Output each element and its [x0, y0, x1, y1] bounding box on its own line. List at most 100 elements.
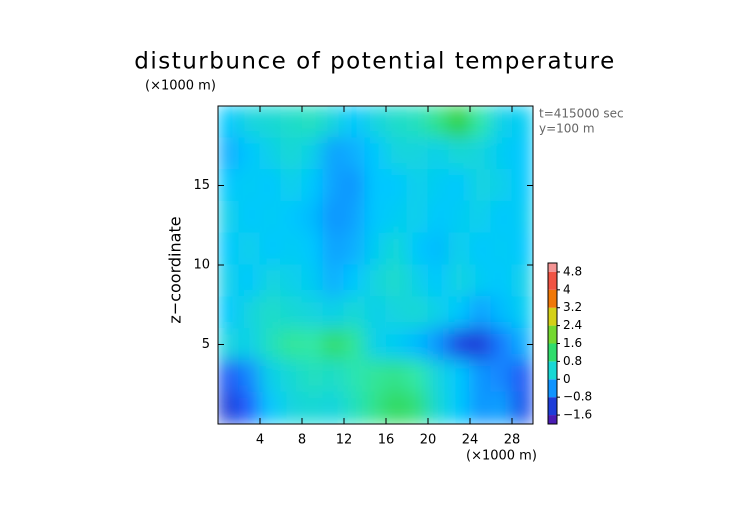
field-cell — [427, 106, 450, 139]
field-cell — [259, 200, 282, 234]
axes: 4 8 12 16 20 24 28 5 10 15 −1.6 −0.8 0 0.8 1.6 2.4 3.2 4 4… — [193, 105, 592, 448]
field-cell — [280, 328, 303, 361]
x-tick-label: 28 — [504, 433, 521, 448]
field-cell — [511, 137, 533, 171]
field-cell — [385, 391, 408, 424]
colorbar-segment — [548, 397, 557, 416]
field-cell — [343, 232, 366, 266]
field-cell — [218, 169, 240, 202]
field-cell — [364, 296, 387, 330]
field-cell — [259, 359, 282, 393]
field-cell — [238, 137, 261, 171]
field-cell — [490, 359, 513, 393]
colorbar-tick-label: 2.4 — [563, 318, 582, 332]
x-tick-label: 20 — [420, 433, 437, 448]
field-cell — [280, 264, 303, 298]
colorbar-segment — [548, 415, 557, 424]
field-cell — [343, 359, 366, 393]
field-cell — [238, 391, 261, 424]
field-cell — [469, 200, 492, 234]
field-cell — [301, 232, 324, 266]
field-cell — [280, 296, 303, 330]
field-cell — [427, 232, 450, 266]
field-cell — [406, 232, 429, 266]
field-cell — [301, 328, 324, 361]
field-cell — [301, 264, 324, 298]
x-tick-label: 12 — [336, 433, 353, 448]
field-cell — [406, 296, 429, 330]
field-cell — [259, 264, 282, 298]
field-cell — [448, 106, 471, 139]
colorbar-segment — [548, 361, 557, 380]
field-cell — [301, 200, 324, 234]
field-cell — [238, 169, 261, 202]
field-cell — [511, 296, 533, 330]
field-cell — [259, 391, 282, 424]
field-cell — [385, 169, 408, 202]
field-cell — [427, 264, 450, 298]
field-cell — [511, 328, 533, 361]
field-cell — [406, 200, 429, 234]
field-cell — [511, 359, 533, 393]
field-cell — [218, 359, 240, 393]
field-cell — [406, 391, 429, 424]
field-cell — [385, 137, 408, 171]
field-cell — [322, 106, 345, 139]
field-cell — [259, 169, 282, 202]
field-cell — [469, 296, 492, 330]
colorbar-tick-label: 4.8 — [563, 264, 582, 278]
field-cell — [490, 328, 513, 361]
colorbar-tick-label: 3.2 — [563, 300, 582, 314]
annotation: y=100 m — [539, 122, 595, 136]
field-cell — [406, 264, 429, 298]
field-cell — [511, 106, 533, 139]
field-cell — [322, 264, 345, 298]
field-cell — [427, 137, 450, 171]
field-cell — [448, 328, 471, 361]
field-cell — [469, 328, 492, 361]
field-cell — [280, 106, 303, 139]
field-cell — [322, 328, 345, 361]
colorbar-segment — [548, 307, 557, 326]
y-tick-label: 5 — [202, 337, 210, 352]
field-cell — [511, 264, 533, 298]
field-cell — [490, 200, 513, 234]
field-cell — [364, 137, 387, 171]
field-cell — [385, 296, 408, 330]
field-cell — [364, 169, 387, 202]
field-cell — [511, 169, 533, 202]
field-cell — [490, 391, 513, 424]
field-cell — [343, 169, 366, 202]
field-cell — [238, 200, 261, 234]
field-cell — [469, 391, 492, 424]
field-cell — [280, 137, 303, 171]
field-cell — [448, 264, 471, 298]
field-cell — [259, 137, 282, 171]
field-cell — [385, 264, 408, 298]
x-unit-label: (×1000 m) — [466, 449, 537, 464]
field-cell — [364, 232, 387, 266]
field-cell — [301, 169, 324, 202]
field-cell — [280, 200, 303, 234]
field-cell — [469, 106, 492, 139]
colorbar-tick-label: 4 — [563, 282, 571, 296]
field-cell — [238, 359, 261, 393]
colorbar-segment — [548, 271, 557, 290]
field-cell — [343, 391, 366, 424]
colorbar-tick-label: 0 — [563, 372, 571, 386]
field-cell — [343, 328, 366, 361]
colorbar-segment — [548, 325, 557, 344]
field-cell — [301, 359, 324, 393]
field-cell — [511, 232, 533, 266]
field-cell — [427, 359, 450, 393]
x-tick-label: 8 — [298, 433, 306, 448]
field-cell — [469, 359, 492, 393]
field-cell — [280, 169, 303, 202]
field-cell — [427, 200, 450, 234]
field-cell — [301, 391, 324, 424]
field-cell — [322, 359, 345, 393]
field-cell — [364, 328, 387, 361]
field — [218, 106, 533, 424]
field-cell — [364, 106, 387, 139]
